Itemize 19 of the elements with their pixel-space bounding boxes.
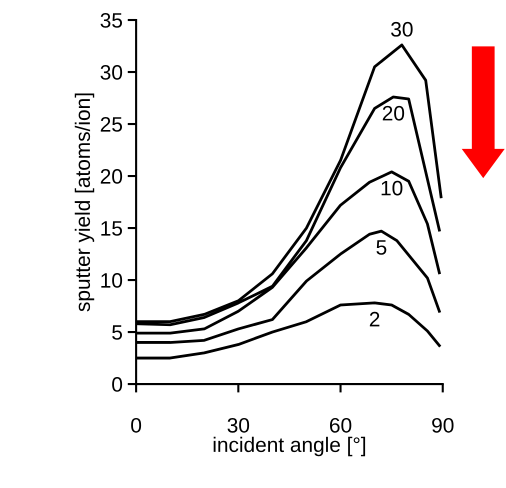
y-axis-title: sputter yield [atoms/ion] (74, 94, 94, 312)
y-tick-label: 20 (100, 169, 122, 184)
x-tick-label: 30 (228, 418, 250, 433)
x-tick-label: 0 (131, 418, 142, 433)
x-tick-label: 60 (330, 418, 352, 433)
y-tick-label: 25 (100, 117, 122, 132)
series-label: 30 (391, 22, 413, 37)
y-tick-label: 5 (112, 325, 122, 340)
y-tick-label: 0 (112, 377, 122, 392)
y-tick-label: 10 (101, 273, 122, 288)
y-tick-label: 30 (100, 65, 122, 80)
series-label: 20 (382, 106, 404, 121)
y-tick-label: 15 (101, 221, 122, 236)
series-label: 5 (376, 240, 386, 255)
x-tick-label: 90 (432, 418, 454, 433)
y-tick-label: 35 (100, 13, 122, 28)
series-label: 10 (382, 180, 402, 196)
series-label: 2 (370, 312, 380, 326)
x-axis-title: incident angle [°] (214, 436, 366, 456)
